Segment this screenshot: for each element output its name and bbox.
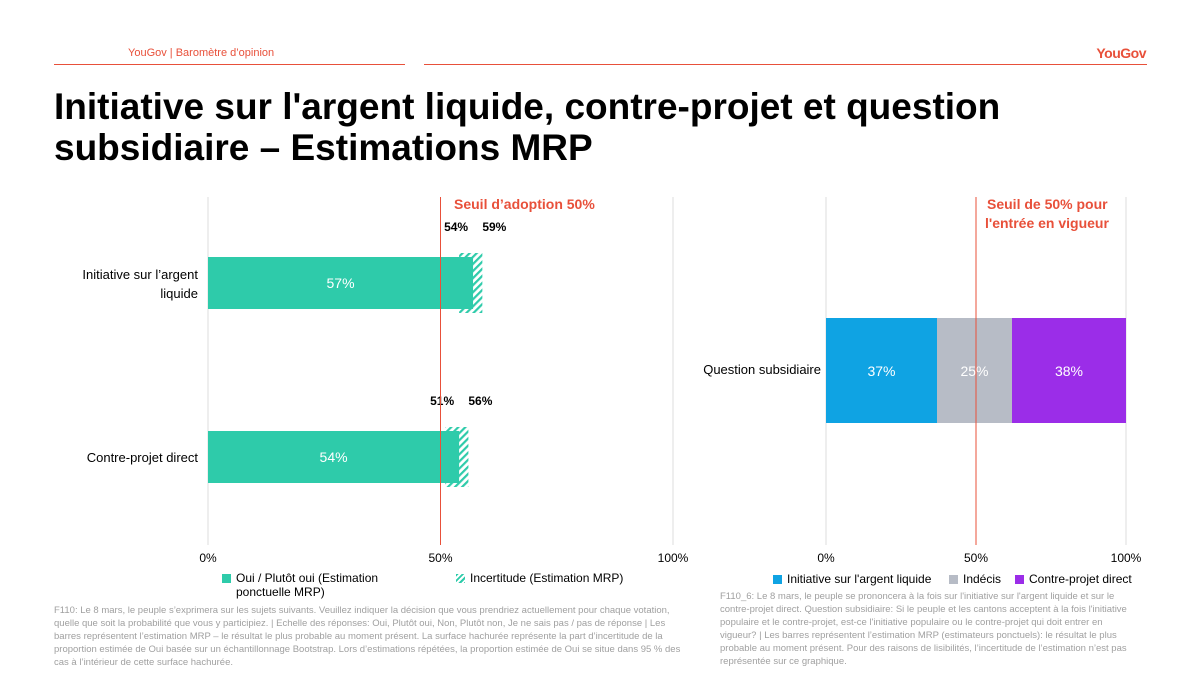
category-label: Contre-projet direct	[87, 450, 199, 465]
threshold-label: l'entrée en vigueur	[985, 215, 1109, 231]
footnote-right: F110_6: Le 8 mars, le peuple se prononce…	[720, 591, 1127, 667]
legend-label: Indécis	[963, 572, 1002, 586]
segment-value-label: 38%	[1055, 363, 1083, 379]
header-source: YouGov | Baromètre d’opinion	[128, 47, 275, 59]
legend-swatch-hatch	[456, 574, 465, 583]
bar	[208, 257, 474, 309]
legend-swatch	[949, 575, 958, 584]
bar-value-label: 54%	[320, 449, 348, 465]
stacked-bar-segment	[937, 318, 1012, 423]
legend-swatch	[773, 575, 782, 584]
footnote-left: F110: Le 8 mars, le peuple s’exprimera s…	[54, 605, 681, 668]
uncertainty-high-label: 59%	[482, 220, 506, 234]
header-divider-left	[54, 64, 405, 65]
x-tick-label: 100%	[658, 551, 689, 565]
uncertainty-low-label: 54%	[444, 220, 468, 234]
stacked-bar-segment	[826, 318, 937, 423]
page-title: Initiative sur l'argent liquide, contre-…	[54, 86, 1001, 168]
uncertainty-low-label: 51%	[430, 394, 454, 408]
legend-item-contre-projet: Contre-projet direct	[1015, 572, 1132, 586]
x-tick-label: 50%	[964, 551, 988, 565]
x-tick-label: 0%	[817, 551, 835, 565]
bar	[208, 431, 460, 483]
segment-value-label: 37%	[867, 363, 895, 379]
legend-label: Oui / Plutôt oui (Estimation ponctuelle …	[236, 571, 379, 599]
bar-value-label: 57%	[327, 275, 355, 291]
category-label: Initiative sur l’argent	[82, 267, 198, 282]
legend-item-oui: Oui / Plutôt oui (Estimation ponctuelle …	[222, 571, 422, 599]
category-label: liquide	[160, 286, 198, 301]
legend-label: Incertitude (Estimation MRP)	[470, 571, 624, 585]
x-tick-label: 0%	[199, 551, 217, 565]
legend-item-incertitude: Incertitude (Estimation MRP)	[456, 571, 623, 585]
yougov-logo: YouGov	[1096, 45, 1146, 61]
legend-swatch	[222, 574, 231, 583]
threshold-label: Seuil de 50% pour	[987, 196, 1108, 212]
x-tick-label: 50%	[428, 551, 452, 565]
legend-swatch	[1015, 575, 1024, 584]
threshold-label: Seuil d’adoption 50%	[454, 196, 595, 212]
header-divider-right	[424, 64, 1147, 65]
legend-item-indecis: Indécis	[949, 572, 1001, 586]
stacked-bar-segment	[1012, 318, 1126, 423]
segment-value-label: 25%	[960, 363, 988, 379]
category-label: Question subsidiaire	[703, 362, 821, 377]
legend-item-initiative: Initiative sur l'argent liquide	[773, 572, 931, 586]
uncertainty-high-label: 56%	[468, 394, 492, 408]
legend-label: Initiative sur l'argent liquide	[787, 572, 932, 586]
legend-label: Contre-projet direct	[1029, 572, 1132, 586]
x-tick-label: 100%	[1111, 551, 1142, 565]
